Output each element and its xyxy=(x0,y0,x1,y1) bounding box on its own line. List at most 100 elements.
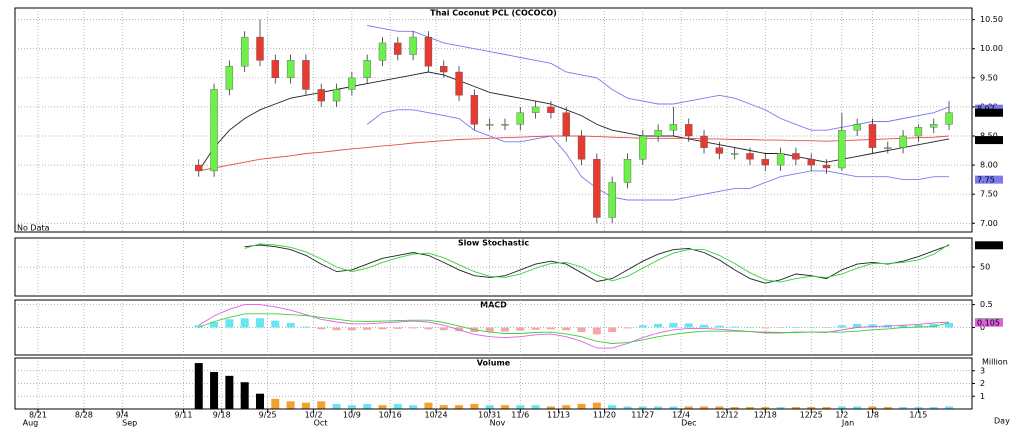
bar xyxy=(730,407,739,409)
bar xyxy=(745,407,754,409)
bar xyxy=(577,327,586,333)
candle-body xyxy=(593,159,601,218)
value-marker-label: 87.42 xyxy=(977,241,1000,250)
y-tick-label: 0 xyxy=(980,323,985,332)
candle-body xyxy=(838,129,846,169)
bar xyxy=(822,327,831,328)
x-tick-label: 9/4 xyxy=(116,411,129,420)
bar xyxy=(577,403,586,409)
candle-body xyxy=(639,135,647,160)
bar xyxy=(807,327,816,328)
y-tick-label: 8.50 xyxy=(980,132,998,141)
y-tick-label: 8.00 xyxy=(980,161,998,170)
x-tick-label: 10/31 xyxy=(478,411,501,420)
bar xyxy=(409,327,418,329)
candle-body xyxy=(501,124,509,126)
panel-title: Volume xyxy=(477,359,511,368)
bar xyxy=(899,325,908,328)
candle-body xyxy=(256,36,264,61)
candle-body xyxy=(485,124,494,126)
candle-body xyxy=(195,164,203,172)
candle-body xyxy=(240,36,249,67)
value-marker xyxy=(975,108,1003,117)
candle-body xyxy=(363,60,371,79)
series-line xyxy=(366,109,949,201)
bar xyxy=(332,327,341,331)
candle-body xyxy=(348,77,356,90)
bar xyxy=(914,324,923,328)
candle-body xyxy=(302,60,310,90)
bar xyxy=(868,324,877,328)
x-tick-label: 8/28 xyxy=(75,411,93,420)
bar xyxy=(592,327,601,335)
series-line xyxy=(198,313,950,344)
candle-body xyxy=(730,153,739,155)
bar xyxy=(623,406,632,409)
bar xyxy=(347,405,356,409)
bar xyxy=(761,327,770,329)
bar xyxy=(194,325,203,328)
candle-body xyxy=(317,89,325,102)
x-tick-label: 9/11 xyxy=(174,411,192,420)
bar xyxy=(393,403,402,409)
bar xyxy=(286,401,295,409)
bar xyxy=(485,327,494,333)
bar xyxy=(363,403,372,409)
bar xyxy=(608,327,617,333)
value-marker xyxy=(975,104,1003,113)
bar xyxy=(194,363,203,409)
bar xyxy=(240,382,249,409)
panel-frame xyxy=(14,7,973,233)
bar xyxy=(700,324,709,328)
y-tick-label: 1 xyxy=(980,392,985,401)
bar xyxy=(929,407,938,409)
bar xyxy=(730,326,739,328)
bar xyxy=(531,327,540,330)
month-label: Aug xyxy=(23,419,39,428)
bar xyxy=(853,323,862,328)
candle-body xyxy=(654,129,662,137)
y-tick-label: 7.00 xyxy=(980,219,998,228)
bar xyxy=(914,407,923,409)
bar xyxy=(853,406,862,409)
bar xyxy=(929,323,938,328)
x-tick-label: 9/25 xyxy=(259,411,277,420)
bar xyxy=(761,407,770,409)
series-line xyxy=(367,25,950,131)
bar xyxy=(286,322,295,328)
bar xyxy=(424,327,433,330)
x-tick-label: 11/20 xyxy=(593,411,616,420)
bar xyxy=(684,406,693,409)
candle-body xyxy=(332,89,341,102)
y-tick-label: 10.00 xyxy=(980,44,1003,53)
value-marker-label: 8.90 xyxy=(977,109,995,118)
bar xyxy=(654,323,663,328)
bar xyxy=(623,327,632,329)
y-tick-label: 10.50 xyxy=(980,15,1003,24)
value-marker-label: 8.43 xyxy=(977,136,995,145)
candle-body xyxy=(562,112,570,137)
bar xyxy=(715,406,724,409)
candle-body xyxy=(822,164,831,169)
bar xyxy=(715,325,724,328)
bar xyxy=(899,407,908,409)
bar xyxy=(868,406,877,409)
value-marker-label: 0.105 xyxy=(977,319,1000,328)
bar xyxy=(439,327,448,331)
panel-title: Thai Coconut PCL (COCOCO) xyxy=(430,9,557,18)
candle-body xyxy=(899,135,907,148)
bar xyxy=(363,327,372,330)
bar xyxy=(210,322,219,328)
bar xyxy=(638,325,647,328)
x-tick-label: 8/21 xyxy=(29,411,47,420)
bar xyxy=(500,405,509,409)
bar xyxy=(210,372,219,409)
bar xyxy=(745,327,754,328)
bar xyxy=(409,405,418,409)
bar xyxy=(393,327,402,329)
bar xyxy=(516,405,525,409)
candle-body xyxy=(547,106,555,113)
bar xyxy=(562,327,571,331)
y-tick-label: 9.50 xyxy=(980,73,998,82)
value-marker xyxy=(975,241,1003,250)
